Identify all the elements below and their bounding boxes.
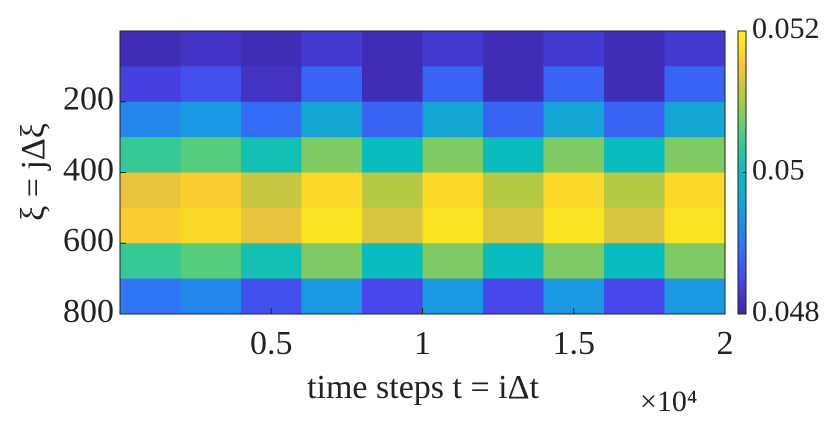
heatmap-cell <box>362 66 423 103</box>
y-axis-label: ξ = jΔξ <box>15 123 52 221</box>
heatmap-cell <box>483 207 544 244</box>
heatmap-cell <box>180 137 242 173</box>
heatmap-cell <box>422 137 484 173</box>
heatmap-cell <box>301 243 363 280</box>
heatmap-cell <box>180 101 242 138</box>
heatmap-cell <box>543 31 605 67</box>
heatmap-cell <box>120 172 181 209</box>
heatmap-cell <box>301 278 363 315</box>
heatmap-cell <box>543 137 605 173</box>
heatmap-cell <box>362 243 423 280</box>
heatmap-cell <box>362 172 423 209</box>
heatmap-cell <box>120 101 181 138</box>
heatmap-cell <box>241 137 302 173</box>
y-tick-label: 200 <box>63 81 114 118</box>
heatmap-cell <box>301 66 363 103</box>
heatmap-cell <box>604 137 665 173</box>
heatmap-cell <box>604 101 665 138</box>
heatmap-cell <box>180 172 242 209</box>
heatmap-cell <box>604 66 665 103</box>
heatmap-cell <box>604 172 665 209</box>
heatmap-cell <box>301 207 363 244</box>
heatmap-cell <box>362 278 423 315</box>
x-multiplier: ×10⁴ <box>640 385 697 418</box>
heatmap-cell <box>120 243 181 280</box>
heatmap-cell <box>301 101 363 138</box>
heatmap-cell <box>483 31 544 67</box>
heatmap-cell <box>422 31 484 67</box>
heatmap-cell <box>664 278 726 315</box>
heatmap-cell <box>120 278 181 315</box>
heatmap-cell <box>483 66 544 103</box>
x-axis-label: time steps t = iΔt <box>307 369 539 406</box>
colorbar-tick-label: 0.048 <box>752 295 820 328</box>
heatmap-cell <box>483 172 544 209</box>
y-tick-label: 600 <box>63 222 114 259</box>
heatmap-cell <box>604 207 665 244</box>
heatmap-cell <box>422 278 484 315</box>
heatmap-cell <box>664 31 726 67</box>
heatmap-cell <box>241 172 302 209</box>
heatmap-cell <box>120 66 181 103</box>
heatmap-cell <box>180 278 242 315</box>
heatmap-cell <box>664 137 726 173</box>
heatmap-cell <box>604 31 665 67</box>
heatmap-cell <box>362 207 423 244</box>
y-tick-label: 400 <box>63 151 114 188</box>
heatmap-cell <box>362 101 423 138</box>
heatmap-cell <box>241 207 302 244</box>
heatmap-cell <box>664 207 726 244</box>
heatmap-cell <box>180 31 242 67</box>
x-tick-label: 1.5 <box>553 325 596 362</box>
heatmap-cell <box>422 207 484 244</box>
heatmap-cell <box>483 278 544 315</box>
heatmap-cell <box>664 66 726 103</box>
heatmap-cell <box>241 243 302 280</box>
heatmap-cell <box>422 101 484 138</box>
heatmap-cell <box>241 66 302 103</box>
heatmap-cell <box>180 243 242 280</box>
heatmap-cell <box>604 243 665 280</box>
heatmap-cell <box>301 31 363 67</box>
heatmap-cell <box>543 66 605 103</box>
heatmap-cell <box>180 66 242 103</box>
heatmap-cell <box>664 101 726 138</box>
heatmap-cell <box>664 243 726 280</box>
colorbar-tick-label: 0.05 <box>752 153 805 186</box>
heatmap-cell <box>483 243 544 280</box>
heatmap-cell <box>543 101 605 138</box>
heatmap-cell <box>543 207 605 244</box>
heatmap-cell <box>422 243 484 280</box>
heatmap-cell <box>483 101 544 138</box>
heatmap-cell <box>543 172 605 209</box>
heatmap-cell <box>362 137 423 173</box>
heatmap-cell <box>120 31 181 67</box>
colorbar-tick-label: 0.052 <box>752 12 820 45</box>
heatmap-cell <box>543 243 605 280</box>
heatmap-cell <box>483 137 544 173</box>
heatmap-cell <box>664 172 726 209</box>
heatmap-cell <box>301 137 363 173</box>
heatmap-cell <box>120 207 181 244</box>
x-tick-label: 2 <box>717 325 734 362</box>
heatmap-cell <box>180 207 242 244</box>
heatmap-cell <box>362 31 423 67</box>
heatmap-cell <box>241 101 302 138</box>
y-tick-label: 800 <box>63 293 114 330</box>
heatmap-cell <box>301 172 363 209</box>
heatmap-cell <box>604 278 665 315</box>
heatmap-cell <box>422 172 484 209</box>
x-tick-label: 0.5 <box>250 325 293 362</box>
heatmap-cell <box>120 137 181 173</box>
heatmap-cell <box>422 66 484 103</box>
x-tick-label: 1 <box>414 325 431 362</box>
heatmap-cell <box>241 31 302 67</box>
